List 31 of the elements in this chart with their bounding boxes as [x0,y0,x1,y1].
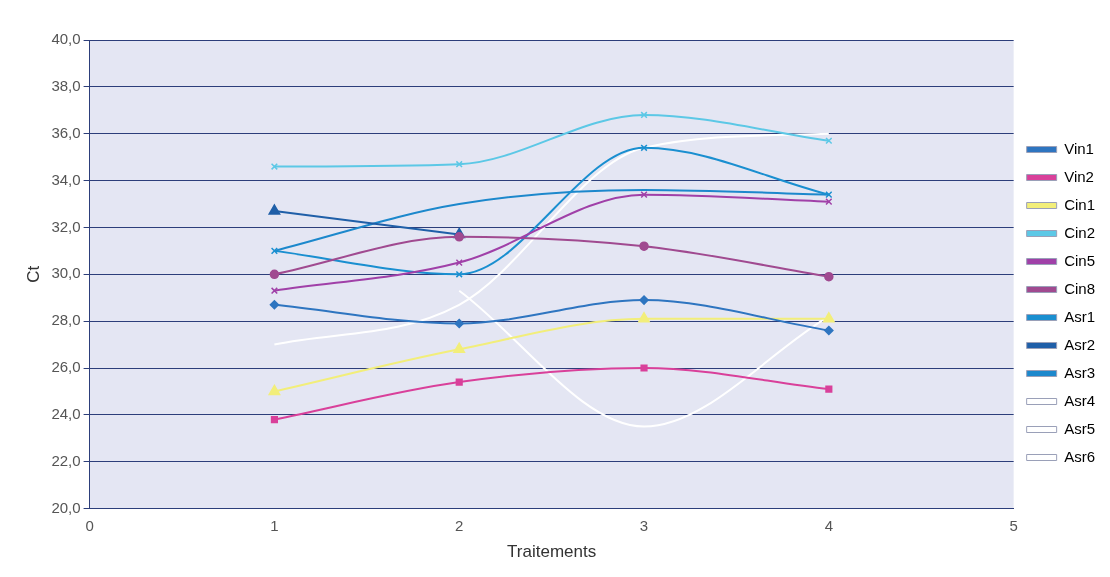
legend-label: Cin5 [1064,251,1096,269]
legend-label: Cin8 [1064,279,1096,297]
legend-label: Cin1 [1064,195,1096,213]
x-tick-label: 5 [1009,516,1018,534]
y-tick-label: 28,0 [51,311,81,329]
legend-label: Asr1 [1064,307,1095,325]
x-tick-label: 0 [85,516,94,534]
y-tick-label: 34,0 [51,170,81,188]
legend-label: Vin2 [1064,167,1094,185]
legend-label: Asr2 [1064,335,1095,353]
y-tick-label: 38,0 [51,77,81,94]
x-tick-label: 1 [270,516,279,534]
y-tick-label: 26,0 [51,358,81,376]
y-tick-label: 30,0 [51,264,81,282]
x-tick-label: 3 [639,516,649,534]
legend-label: Asr5 [1064,419,1095,437]
y-axis-title: Ct [23,265,43,283]
y-tick-label: 36,0 [51,123,81,141]
x-tick-label: 2 [455,516,464,534]
y-tick-label: 32,0 [51,217,81,235]
legend-label: Vin1 [1064,139,1094,157]
legend-label: Cin2 [1064,223,1096,241]
y-tick-label: 20,0 [51,498,81,516]
legend-label: Asr3 [1064,363,1095,381]
y-tick-label: 24,0 [51,405,81,423]
x-tick-label: 4 [824,516,834,534]
legend-label: Asr6 [1064,447,1095,465]
y-tick-label: 40,0 [51,30,81,48]
y-tick-label: 22,0 [51,451,81,469]
legend-label: Asr4 [1064,391,1095,409]
x-axis-title: Traitements [507,542,597,562]
